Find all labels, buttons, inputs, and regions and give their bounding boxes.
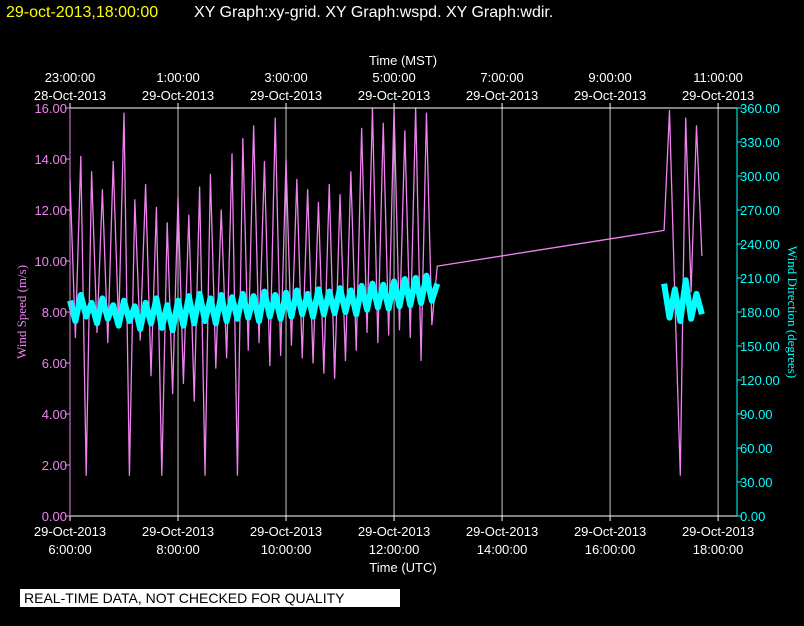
y-tick-label: 8.00: [42, 305, 67, 320]
x2-tick-label: 23:00:00: [45, 70, 96, 85]
x-tick-label: 10:00:00: [261, 542, 312, 557]
y-tick-label: 4.00: [42, 407, 67, 422]
y-tick-label: 16.00: [34, 101, 67, 116]
x-tick-label: 16:00:00: [585, 542, 636, 557]
y-tick-label: 10.00: [34, 254, 67, 269]
x2-tick-label: 7:00:00: [480, 70, 523, 85]
x-tick-label: 29-Oct-2013: [250, 524, 322, 539]
x-tick-label: 29-Oct-2013: [34, 524, 106, 539]
x-tick-label: 12:00:00: [369, 542, 420, 557]
y2-tick-label: 210.00: [740, 271, 780, 286]
x-tick-label: 29-Oct-2013: [574, 524, 646, 539]
graph-list: XY Graph:xy-grid. XY Graph:wspd. XY Grap…: [194, 4, 553, 21]
x-tick-label: 14:00:00: [477, 542, 528, 557]
x-tick-label: 29-Oct-2013: [682, 524, 754, 539]
y2-tick-label: 90.00: [740, 407, 773, 422]
x2-tick-label: 29-Oct-2013: [358, 88, 430, 103]
y2-tick-label: 120.00: [740, 373, 780, 388]
x-axis-title: Time (UTC): [369, 560, 436, 575]
footer-note: REAL-TIME DATA, NOT CHECKED FOR QUALITY: [24, 590, 345, 606]
y2-tick-label: 150.00: [740, 339, 780, 354]
y2-tick-label: 330.00: [740, 135, 780, 150]
footer-box: [20, 589, 400, 607]
x2-tick-label: 28-Oct-2013: [34, 88, 106, 103]
y2-tick-label: 270.00: [740, 203, 780, 218]
x-tick-label: 29-Oct-2013: [466, 524, 538, 539]
y2-axis-title: Wind Direction (degrees): [785, 246, 800, 378]
x2-tick-label: 9:00:00: [588, 70, 631, 85]
x2-tick-label: 29-Oct-2013: [682, 88, 754, 103]
x2-tick-label: 29-Oct-2013: [142, 88, 214, 103]
timestamp: 29-oct-2013,18:00:00: [6, 4, 158, 21]
x2-tick-label: 29-Oct-2013: [574, 88, 646, 103]
y-axis-title: Wind Speed (m/s): [14, 265, 29, 359]
y2-tick-label: 60.00: [740, 441, 773, 456]
x-tick-label: 18:00:00: [693, 542, 744, 557]
x2-tick-label: 5:00:00: [372, 70, 415, 85]
x-tick-label: 29-Oct-2013: [142, 524, 214, 539]
y2-tick-label: 240.00: [740, 237, 780, 252]
y-tick-label: 12.00: [34, 203, 67, 218]
x2-tick-label: 29-Oct-2013: [250, 88, 322, 103]
y2-tick-label: 360.00: [740, 101, 780, 116]
series-line: [661, 277, 705, 325]
x2-axis-title: Time (MST): [369, 53, 437, 68]
series-line: [69, 107, 703, 476]
y2-tick-label: 300.00: [740, 169, 780, 184]
y-tick-label: 6.00: [42, 356, 67, 371]
y-tick-label: 2.00: [42, 458, 67, 473]
y-tick-label: 0.00: [42, 509, 67, 524]
x-tick-label: 6:00:00: [48, 542, 91, 557]
y-tick-label: 14.00: [34, 152, 67, 167]
x2-tick-label: 29-Oct-2013: [466, 88, 538, 103]
series-line: [67, 272, 441, 334]
x-tick-label: 8:00:00: [156, 542, 199, 557]
x2-tick-label: 3:00:00: [264, 70, 307, 85]
x-tick-label: 29-Oct-2013: [358, 524, 430, 539]
y2-tick-label: 180.00: [740, 305, 780, 320]
y2-tick-label: 0.00: [740, 509, 765, 524]
x2-tick-label: 1:00:00: [156, 70, 199, 85]
x2-tick-label: 11:00:00: [693, 70, 743, 85]
y2-tick-label: 30.00: [740, 475, 773, 490]
